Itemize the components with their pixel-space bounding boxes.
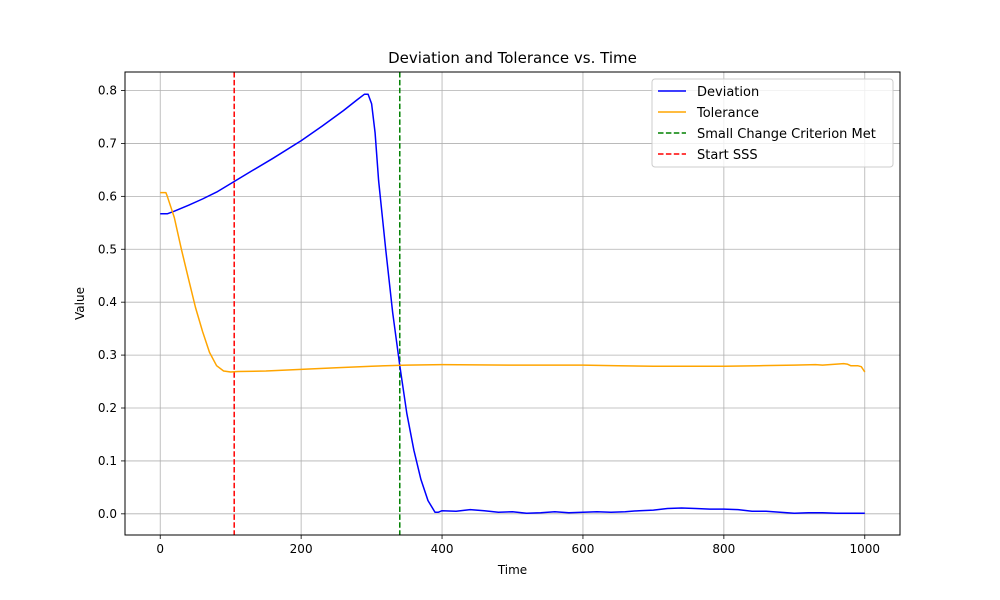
legend: Deviation Tolerance Small Change Criterion… [651,78,894,168]
y-tick-label-3: 0.3 [98,348,117,362]
y-tick-label-2: 0.2 [98,401,117,415]
y-tick-label-4: 0.4 [98,295,117,309]
y-tick-label-7: 0.7 [98,136,117,150]
y-tick-label-0: 0.0 [98,507,117,521]
series-line-1 [160,191,866,373]
series-lines [160,93,866,515]
y-tick-label-8: 0.8 [98,84,117,98]
series-line-0 [160,93,865,515]
x-tick-label-1: 200 [290,542,313,556]
legend-label-2: Small Change Criterion Met [697,127,876,142]
y-axis-ticks: 0.0 0.1 0.2 0.3 0.4 0.5 0.6 0.7 0.8 [98,84,125,521]
legend-label-0: Deviation [697,85,759,100]
legend-label-3: Start SSS [697,148,758,163]
y-tick-label-1: 0.1 [98,454,117,468]
x-tick-label-3: 600 [572,542,595,556]
x-axis-title: Time [497,563,527,577]
x-tick-label-5: 1000 [849,542,880,556]
x-axis-ticks: 0 200 400 600 800 1000 [156,535,880,556]
y-axis-title: Value [73,287,87,320]
plot-area-frame [124,71,901,536]
y-tick-label-5: 0.5 [98,242,117,256]
grid [125,72,900,535]
x-tick-label-0: 0 [156,542,164,556]
y-tick-label-6: 0.6 [98,189,117,203]
legend-label-1: Tolerance [696,106,759,121]
x-tick-label-2: 400 [431,542,454,556]
chart-title: Deviation and Tolerance vs. Time [388,49,637,67]
legend-box [651,78,894,168]
vertical-lines [233,72,401,535]
x-tick-label-4: 800 [712,542,735,556]
